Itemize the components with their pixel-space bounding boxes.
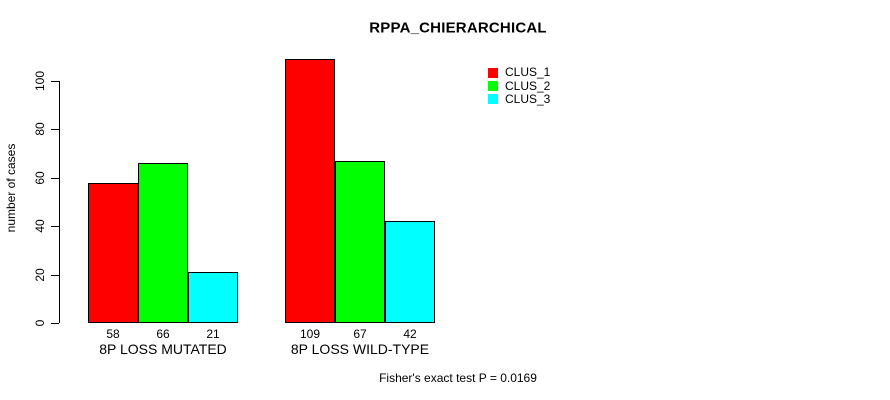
bar-value-label: 42 (403, 327, 417, 341)
bar-clus-1-8p-loss-wild-type (285, 59, 335, 323)
y-tick-label-80: 80 (33, 122, 47, 137)
bar-value-label: 67 (353, 327, 367, 341)
x-category-label-8p-loss-mutated: 8P LOSS MUTATED (99, 341, 227, 357)
x-category-label-8p-loss-wild-type: 8P LOSS WILD-TYPE (290, 341, 430, 357)
y-tick-label-0: 0 (33, 319, 47, 327)
legend: CLUS_1 CLUS_2 CLUS_3 (488, 66, 550, 106)
y-tick-20 (51, 274, 59, 276)
y-tick-label-60: 60 (33, 171, 47, 185)
bar-clus-2-8p-loss-wild-type (335, 160, 385, 323)
legend-label: CLUS_1 (505, 65, 551, 80)
bar-value-label: 109 (299, 327, 321, 341)
legend-item-clus-2: CLUS_2 (488, 79, 550, 92)
bar-clus-2-8p-loss-mutated (138, 163, 188, 323)
y-tick-80 (51, 129, 59, 131)
y-tick-label-20: 20 (33, 267, 47, 282)
bar-value-label: 66 (156, 327, 170, 341)
y-axis-line (59, 81, 60, 323)
bar-value-label: 21 (206, 327, 220, 341)
legend-label: CLUS_3 (505, 91, 551, 106)
stat-annotation: Fisher's exact test P = 0.0169 (379, 371, 537, 385)
y-tick-label-40: 40 (33, 219, 47, 233)
y-axis-label: number of cases (4, 143, 18, 233)
y-tick-40 (51, 226, 59, 228)
bar-value-label: 58 (106, 327, 120, 341)
bar-clus-1-8p-loss-mutated (88, 182, 138, 323)
legend-swatch-clus-3 (488, 94, 498, 105)
legend-swatch-clus-1 (488, 67, 498, 78)
y-tick-100 (51, 81, 59, 82)
y-tick-60 (51, 177, 59, 179)
chart-title: RPPA_CHIERARCHICAL (369, 19, 547, 37)
legend-swatch-clus-2 (488, 81, 498, 92)
legend-label: CLUS_2 (505, 78, 551, 93)
legend-item-clus-3: CLUS_3 (488, 93, 550, 106)
bar-clus-3-8p-loss-wild-type (385, 221, 435, 323)
y-tick-0 (51, 323, 59, 324)
bar-clus-3-8p-loss-mutated (188, 272, 238, 323)
y-tick-label-100: 100 (33, 70, 47, 92)
legend-item-clus-1: CLUS_1 (488, 66, 550, 79)
